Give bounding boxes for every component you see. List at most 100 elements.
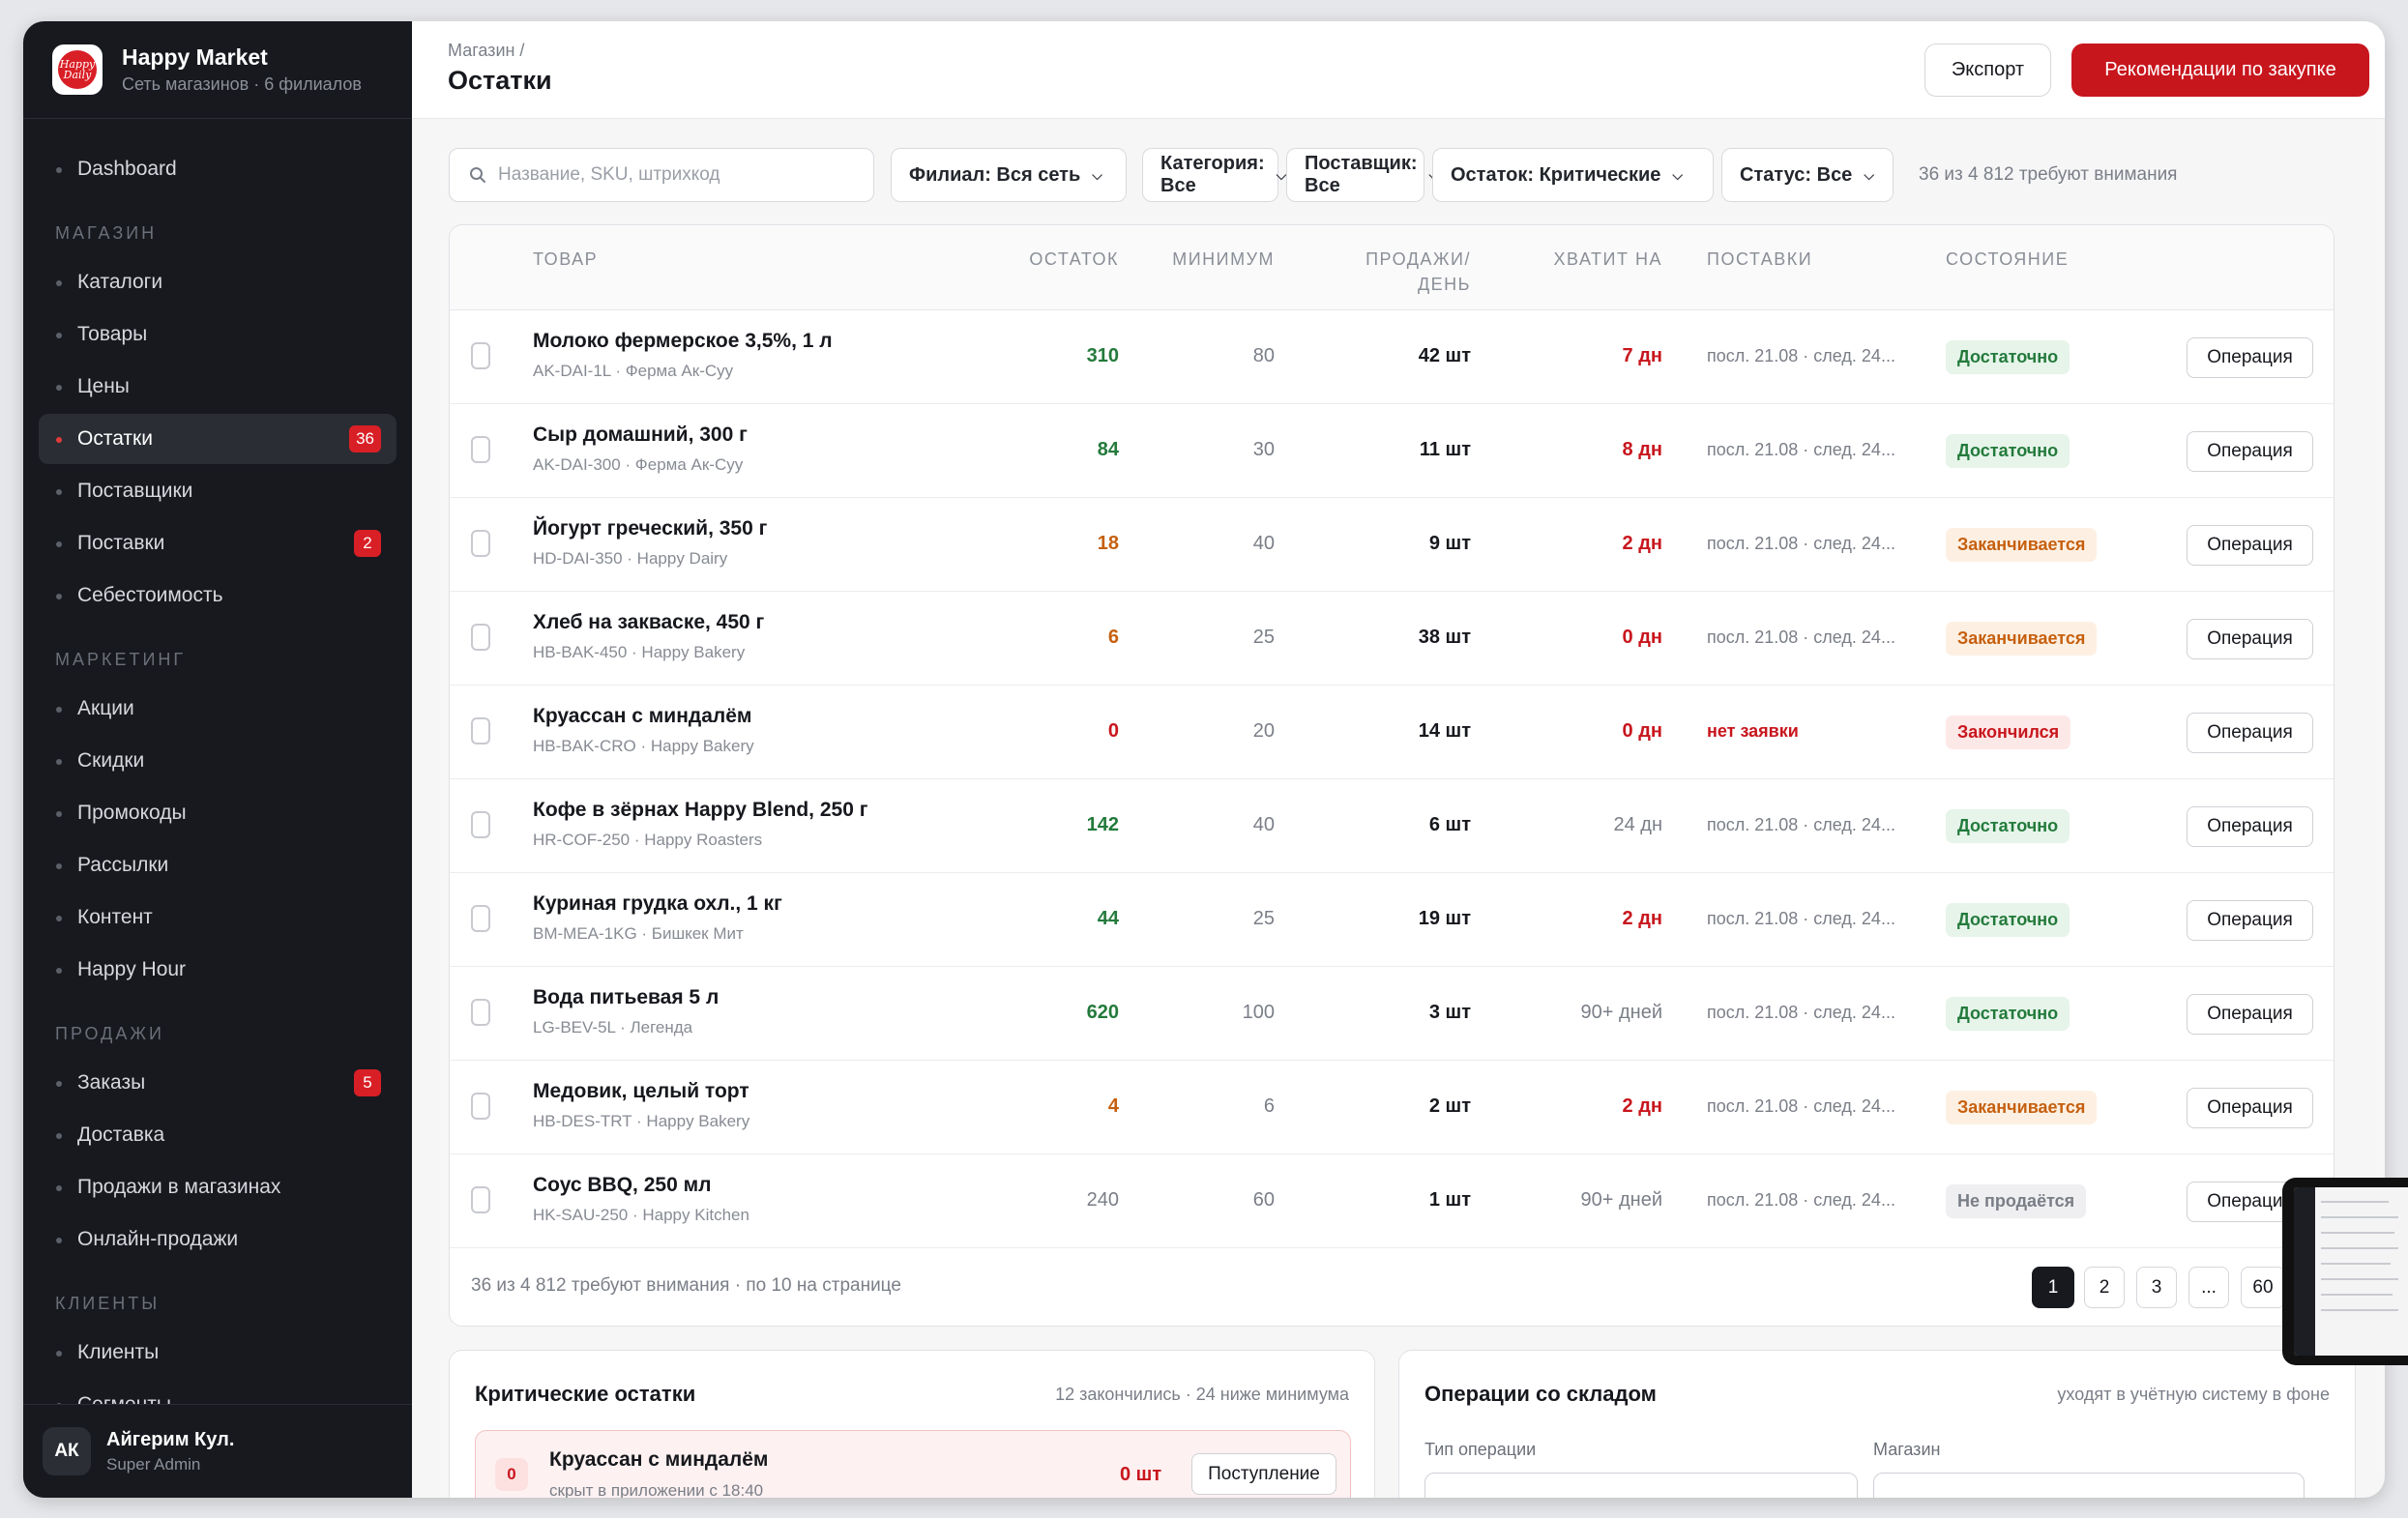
product-name[interactable]: Соус BBQ, 250 мл bbox=[533, 1174, 712, 1196]
row-checkbox[interactable] bbox=[471, 530, 490, 557]
sales-per-day: 2 шт bbox=[1428, 1095, 1471, 1117]
sidebar-item[interactable]: Заказы 5 bbox=[39, 1058, 396, 1108]
product-name[interactable]: Хлеб на закваске, 450 г bbox=[533, 611, 765, 633]
branch-filter[interactable]: Филиал: Вся сеть ⌵ bbox=[891, 148, 1127, 202]
row-checkbox[interactable] bbox=[471, 342, 490, 369]
page-button[interactable]: 60 bbox=[2241, 1267, 2285, 1308]
row-checkbox[interactable] bbox=[471, 717, 490, 744]
minimum-value: 30 bbox=[1252, 439, 1275, 460]
operation-button[interactable]: Операция bbox=[2187, 619, 2313, 659]
sidebar-item[interactable]: Товары bbox=[39, 309, 396, 360]
supplier-filter[interactable]: Поставщик: Все⌵ bbox=[1286, 148, 1439, 202]
sidebar-item-label: Промокоды bbox=[77, 802, 187, 824]
table-row[interactable]: Круассан с миндалём HB-BAK-CRO · Happy Ba… bbox=[450, 686, 2334, 779]
store-select[interactable]: Чуй 148 bbox=[1873, 1473, 2305, 1498]
breadcrumb[interactable]: Магазин / bbox=[448, 41, 525, 60]
table-row[interactable]: Медовик, целый торт HB-DES-TRT · Happy Ba… bbox=[450, 1061, 2334, 1154]
col-minimum[interactable]: Минимум bbox=[1172, 249, 1275, 269]
days-left: 0 дн bbox=[1622, 627, 1662, 648]
status-badge: Заканчивается bbox=[1946, 1091, 2098, 1124]
sidebar-item[interactable]: Рассылки bbox=[39, 840, 396, 890]
purchase-recommendations-button[interactable]: Рекомендации по закупке bbox=[2071, 44, 2369, 97]
page-button[interactable]: ... bbox=[2188, 1267, 2229, 1308]
days-left: 24 дн bbox=[1613, 814, 1662, 835]
table-row[interactable]: Сыр домашний, 300 г AK-DAI-300 · Ферма Ак… bbox=[450, 404, 2334, 498]
sidebar-item[interactable]: Контент bbox=[39, 892, 396, 943]
sidebar-item[interactable]: Happy Hour bbox=[39, 945, 396, 995]
operation-button[interactable]: Операция bbox=[2187, 337, 2313, 378]
operation-button[interactable]: Операция bbox=[2187, 1088, 2313, 1128]
operations-card-note: уходят в учётную систему в фоне bbox=[2057, 1385, 2330, 1404]
page-button[interactable]: 2 bbox=[2084, 1267, 2125, 1308]
table-row[interactable]: Молоко фермерское 3,5%, 1 л AK-DAI-1L · Ф… bbox=[450, 310, 2334, 404]
operation-button[interactable]: Операция bbox=[2187, 900, 2313, 941]
count-badge: 2 bbox=[354, 530, 381, 557]
product-name[interactable]: Медовик, целый торт bbox=[533, 1080, 749, 1102]
stock-value: 620 bbox=[1086, 1002, 1119, 1023]
page-button[interactable]: 3 bbox=[2136, 1267, 2177, 1308]
col-product[interactable]: Товар bbox=[533, 249, 599, 269]
bullet-icon bbox=[56, 1351, 62, 1357]
product-name[interactable]: Молоко фермерское 3,5%, 1 л bbox=[533, 330, 833, 352]
critical-item[interactable]: 0 Круассан с миндалём скрыт в приложении… bbox=[475, 1430, 1351, 1498]
sidebar-item[interactable]: Каталоги bbox=[39, 257, 396, 307]
row-checkbox[interactable] bbox=[471, 999, 490, 1026]
bullet-icon bbox=[56, 541, 62, 547]
operation-button[interactable]: Операция bbox=[2187, 713, 2313, 753]
search-input[interactable] bbox=[498, 164, 866, 186]
minimum-value: 100 bbox=[1242, 1002, 1275, 1023]
table-row[interactable]: Соус BBQ, 250 мл HK-SAU-250 · Happy Kitch… bbox=[450, 1154, 2334, 1248]
table-row[interactable]: Кофе в зёрнах Happy Blend, 250 г HR-COF-2… bbox=[450, 779, 2334, 873]
sidebar-item[interactable]: Поставщики bbox=[39, 466, 396, 516]
col-sales-per-day[interactable]: Продажи/ день bbox=[1366, 249, 1471, 294]
product-name[interactable]: Йогурт греческий, 350 г bbox=[533, 517, 768, 540]
table-row[interactable]: Вода питьевая 5 л LG-BEV-5L · Легенда 620 1… bbox=[450, 967, 2334, 1061]
sidebar-item[interactable]: Промокоды bbox=[39, 788, 396, 838]
operation-button[interactable]: Операция bbox=[2187, 525, 2313, 566]
row-checkbox[interactable] bbox=[471, 436, 490, 463]
table-row[interactable]: Йогурт греческий, 350 г HD-DAI-350 · Happ… bbox=[450, 498, 2334, 592]
sidebar-item-dashboard[interactable]: Dashboard bbox=[39, 144, 396, 194]
product-name[interactable]: Круассан с миндалём bbox=[533, 705, 752, 727]
user-profile[interactable]: АК Айгерим Кул. Super Admin bbox=[23, 1404, 412, 1498]
table-row[interactable]: Хлеб на закваске, 450 г HB-BAK-450 · Happ… bbox=[450, 592, 2334, 686]
category-filter[interactable]: Категория: Все ⌵ bbox=[1142, 148, 1286, 202]
export-button[interactable]: Экспорт bbox=[1924, 44, 2051, 97]
sidebar-item[interactable]: Доставка bbox=[39, 1110, 396, 1160]
row-checkbox[interactable] bbox=[471, 1093, 490, 1120]
sidebar-item[interactable]: Онлайн-продажи bbox=[39, 1214, 396, 1265]
sidebar-item[interactable]: Цены bbox=[39, 362, 396, 412]
operation-button[interactable]: Операция bbox=[2187, 806, 2313, 847]
sidebar-item[interactable]: Продажи в магазинах bbox=[39, 1162, 396, 1212]
sales-per-day: 3 шт bbox=[1428, 1002, 1471, 1023]
operation-button[interactable]: Операция bbox=[2187, 431, 2313, 472]
receipt-button[interactable]: Поступление bbox=[1191, 1453, 1336, 1495]
minimum-value: 20 bbox=[1252, 720, 1275, 742]
sidebar-item[interactable]: Поставки 2 bbox=[39, 518, 396, 569]
row-checkbox[interactable] bbox=[471, 624, 490, 651]
operation-button[interactable]: Операция bbox=[2187, 994, 2313, 1035]
product-name[interactable]: Сыр домашний, 300 г bbox=[533, 423, 748, 446]
col-stock[interactable]: Остаток bbox=[1029, 249, 1119, 269]
status-filter[interactable]: Статус: Все ⌵ bbox=[1721, 148, 1894, 202]
product-name[interactable]: Вода питьевая 5 л bbox=[533, 986, 719, 1008]
sidebar-item[interactable]: Скидки bbox=[39, 736, 396, 786]
screen-preview-thumbnail[interactable] bbox=[2282, 1178, 2408, 1365]
table-row[interactable]: Куриная грудка охл., 1 кг BM-MEA-1KG · Би… bbox=[450, 873, 2334, 967]
search-box[interactable] bbox=[449, 148, 874, 202]
sidebar-item[interactable]: Себестоимость bbox=[39, 570, 396, 621]
stock-filter[interactable]: Остаток: Критические ⌵ bbox=[1432, 148, 1714, 202]
row-checkbox[interactable] bbox=[471, 811, 490, 838]
row-checkbox[interactable] bbox=[471, 905, 490, 932]
sidebar-item[interactable]: Клиенты bbox=[39, 1328, 396, 1378]
product-name[interactable]: Куриная грудка охл., 1 кг bbox=[533, 892, 782, 915]
sidebar-item[interactable]: Остатки 36 bbox=[39, 414, 396, 464]
col-days-left[interactable]: Хватит на bbox=[1553, 249, 1662, 269]
sidebar-item[interactable]: Акции bbox=[39, 684, 396, 734]
operation-type-select[interactable]: Поступление bbox=[1424, 1473, 1858, 1498]
page-button[interactable]: 1 bbox=[2032, 1267, 2074, 1308]
row-checkbox[interactable] bbox=[471, 1186, 490, 1213]
product-name[interactable]: Кофе в зёрнах Happy Blend, 250 г bbox=[533, 799, 868, 821]
col-supplies[interactable]: Поставки bbox=[1707, 249, 1813, 269]
col-state[interactable]: Состояние bbox=[1946, 249, 2070, 269]
